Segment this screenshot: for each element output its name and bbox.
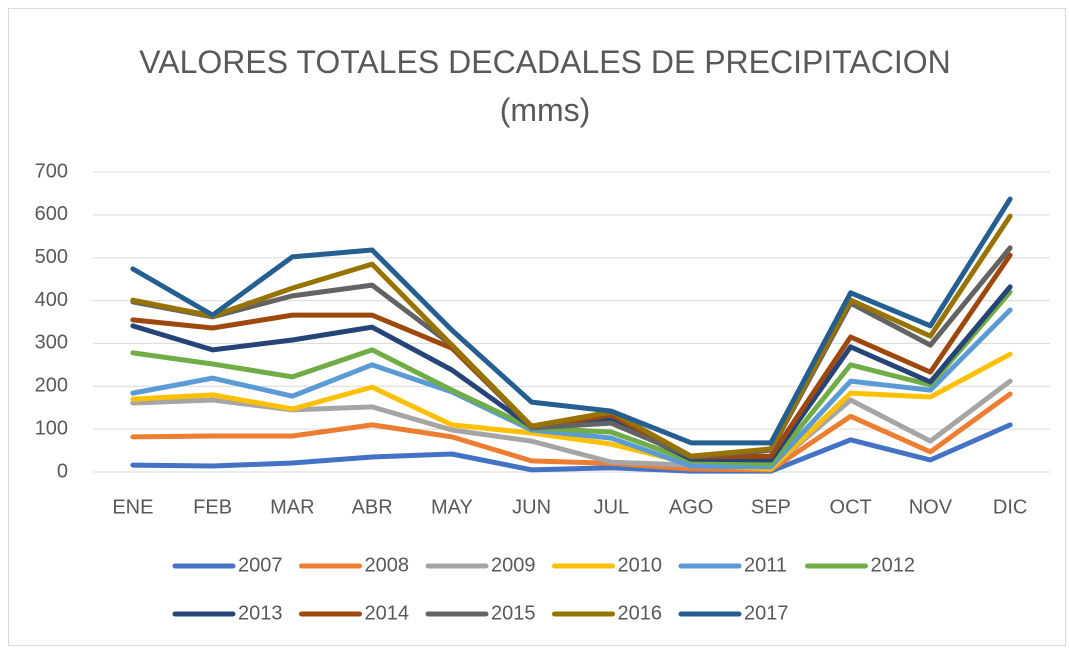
x-tick-label: NOV — [909, 496, 953, 518]
legend-label: 2010 — [618, 554, 663, 576]
x-tick-label: FEB — [193, 496, 232, 518]
x-tick-label: JUL — [594, 496, 630, 518]
legend-label: 2009 — [491, 554, 536, 576]
series-line — [130, 213, 1013, 459]
y-tick-label: 100 — [35, 417, 68, 439]
series-line — [130, 391, 1013, 473]
series-line — [130, 196, 1013, 446]
series-line — [130, 289, 1013, 467]
y-tick-label: 200 — [35, 375, 68, 397]
x-tick-label: AGO — [669, 496, 713, 518]
series-line — [130, 422, 1013, 474]
x-tick-label: MAR — [270, 496, 314, 518]
x-tick-label: DIC — [993, 496, 1027, 518]
legend-label: 2008 — [365, 554, 410, 576]
x-tick-label: SEP — [751, 496, 791, 518]
series-line — [130, 245, 1013, 460]
y-tick-label: 0 — [57, 460, 68, 482]
y-tick-label: 700 — [35, 160, 68, 182]
legend-label: 2014 — [365, 602, 410, 624]
y-tick-label: 400 — [35, 289, 68, 311]
series-line — [130, 307, 1013, 470]
y-tick-label: 300 — [35, 332, 68, 354]
chart-title: VALORES TOTALES DECADALES DE PRECIPITACI… — [139, 44, 951, 128]
legend-label: 2017 — [744, 602, 789, 624]
y-tick-label: 600 — [35, 203, 68, 225]
x-tick-label: OCT — [830, 496, 872, 518]
x-tick-label: JUN — [512, 496, 551, 518]
legend-label: 2013 — [238, 602, 283, 624]
y-tick-label: 500 — [35, 246, 68, 268]
legend-label: 2007 — [238, 554, 283, 576]
chart-frame — [8, 8, 1066, 646]
series-line — [130, 351, 1013, 472]
x-tick-label: MAY — [431, 496, 473, 518]
x-tick-label: ENE — [112, 496, 153, 518]
x-tick-label: ABR — [352, 496, 393, 518]
legend-label: 2011 — [744, 554, 787, 576]
legend-label: 2015 — [491, 602, 536, 624]
legend-label: 2016 — [618, 602, 663, 624]
legend-label: 2012 — [871, 554, 916, 576]
